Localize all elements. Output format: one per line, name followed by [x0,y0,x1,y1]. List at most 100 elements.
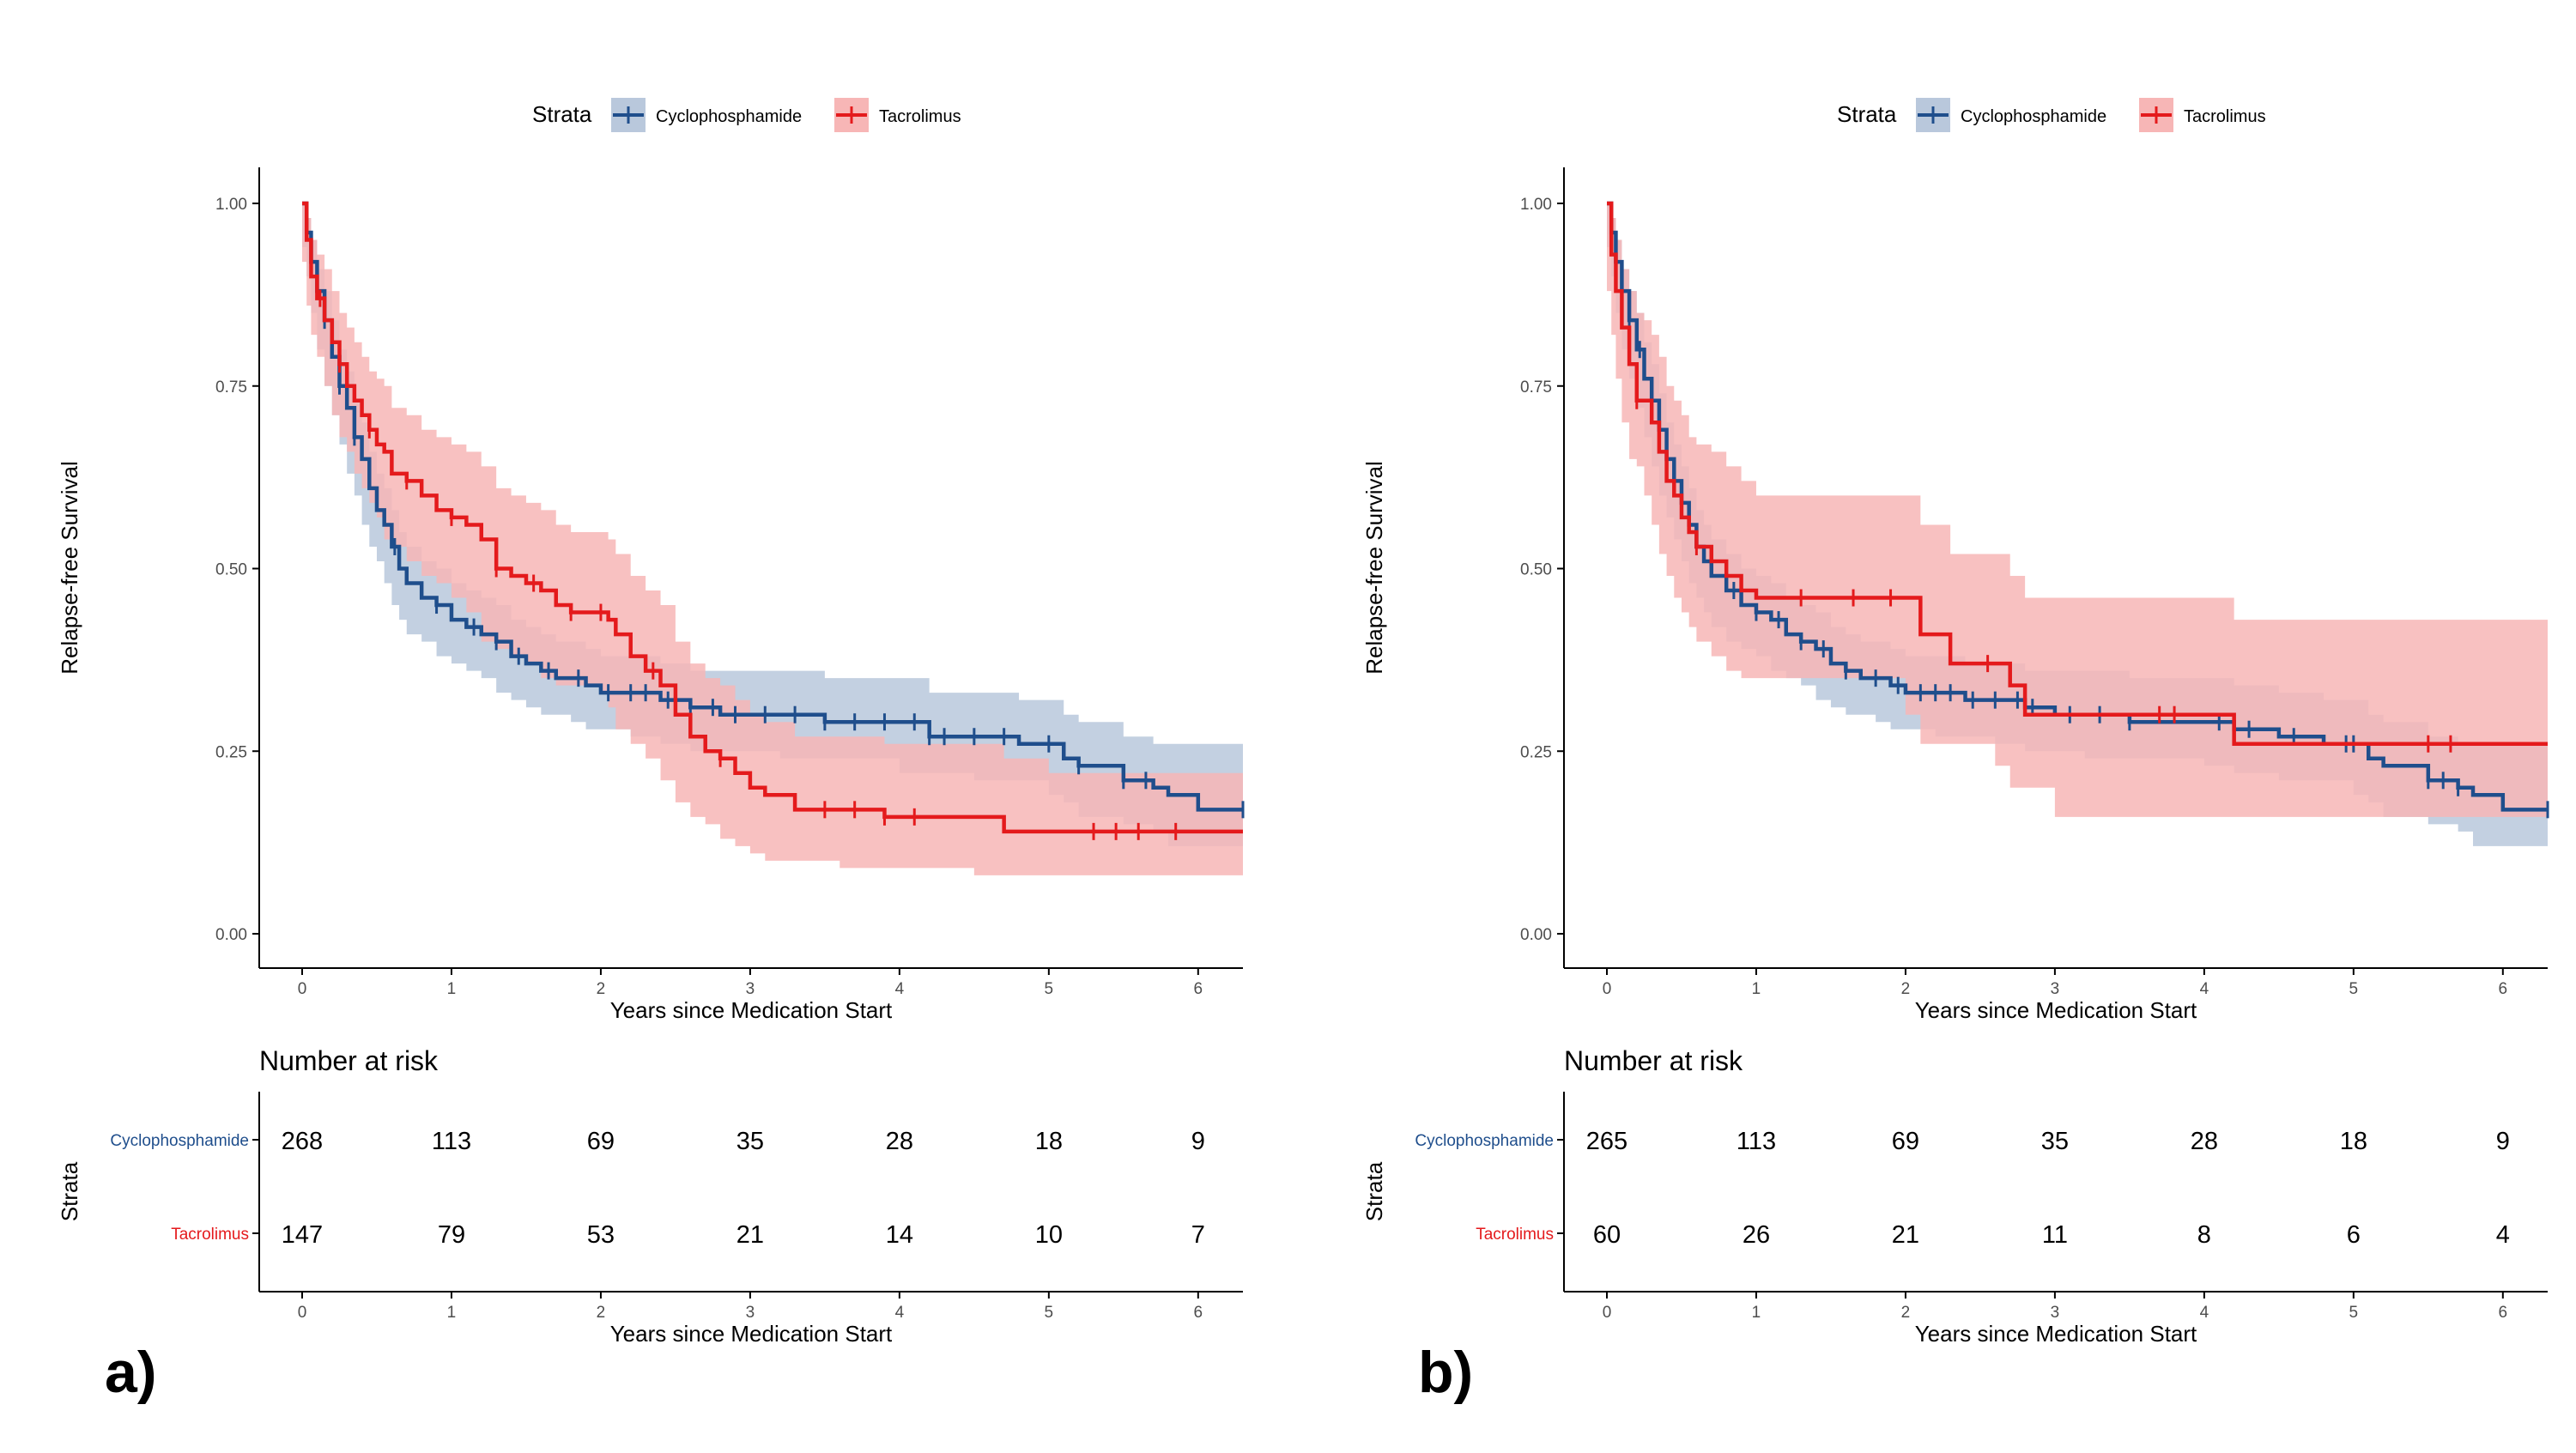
km-panel-b: Strata Cyclophosphamide Tacrolimus 0.00 0.25… [1361,98,2549,1405]
risk-count: 21 [1892,1221,1919,1249]
risk-count: 69 [587,1128,615,1155]
risk-count: 268 [282,1128,323,1155]
ci-band-cyclophosphamide [1607,203,2548,846]
risk-count: 79 [438,1221,465,1249]
ci-band-tacrolimus [1607,203,2548,817]
survival-line-cyclophosphamide [302,201,1243,812]
risk-row-label-cyclophosphamide: Cyclophosphamide [1415,1132,1554,1150]
risk-x-tick-label: 1 [447,1304,457,1322]
legend: Strata Cyclophosphamide Tacrolimus [532,98,961,132]
x-axis-title: Years since Medication Start [1915,997,2197,1023]
risk-count: 14 [886,1221,913,1249]
risk-count: 69 [1892,1128,1919,1155]
y-tick-label: 0.25 [1520,743,1552,761]
x-tick-label: 5 [2349,980,2359,998]
risk-table-title: Number at risk [259,1045,439,1076]
risk-x-tick-label: 6 [1194,1304,1203,1322]
risk-table-title: Number at risk [1564,1045,1743,1076]
risk-count: 113 [432,1128,471,1155]
x-tick-label: 4 [2200,980,2209,998]
x-tick-label: 2 [597,980,606,998]
y-axis-title: Relapse-free Survival [1361,461,1387,675]
legend-entry-1: Tacrolimus [2184,107,2266,126]
risk-x-tick-label: 4 [895,1304,905,1322]
ci-band-tacrolimus [302,203,1243,875]
series-group [302,201,1245,875]
risk-count: 60 [1593,1221,1621,1249]
km-panel-a: Strata Cyclophosphamide Tacrolimus 0.00 0.25… [57,98,1245,1405]
risk-count: 7 [1191,1221,1205,1249]
y-axis-title: Relapse-free Survival [57,461,82,675]
x-tick-label: 6 [1194,980,1203,998]
risk-x-axis-title: Years since Medication Start [1915,1321,2197,1347]
legend-entry-0: Cyclophosphamide [1961,107,2106,126]
x-tick-label: 6 [2499,980,2508,998]
y-tick-label: 1.00 [215,196,247,214]
risk-count: 9 [2496,1128,2510,1155]
risk-count: 4 [2496,1221,2510,1249]
x-tick-label: 4 [895,980,905,998]
legend-title: Strata [532,101,592,127]
axes: 0.00 0.25 0.50 0.75 1.00 0 1 2 3 4 5 6 Years since M… [1361,167,2548,1023]
x-tick-label: 2 [1901,980,1911,998]
legend: Strata Cyclophosphamide Tacrolimus [1837,98,2266,132]
y-tick-label: 0.50 [215,561,247,579]
risk-x-tick-label: 4 [2200,1304,2209,1322]
risk-x-tick-label: 5 [1045,1304,1054,1322]
x-tick-label: 1 [1752,980,1761,998]
x-tick-label: 1 [447,980,457,998]
risk-count: 26 [1743,1221,1770,1249]
risk-count: 265 [1586,1128,1627,1155]
legend-title: Strata [1837,101,1897,127]
x-tick-label: 0 [1603,980,1612,998]
y-tick-label: 0.75 [215,378,247,397]
y-tick-label: 0.25 [215,743,247,761]
panel-label: b) [1418,1340,1473,1405]
risk-x-tick-label: 3 [746,1304,755,1322]
x-axis-title: Years since Medication Start [610,997,893,1023]
risk-row-label-tacrolimus: Tacrolimus [171,1226,249,1244]
x-tick-label: 0 [298,980,307,998]
risk-count: 35 [736,1128,764,1155]
risk-count: 10 [1035,1221,1063,1249]
risk-row-label-cyclophosphamide: Cyclophosphamide [110,1132,249,1150]
risk-x-axis-title: Years since Medication Start [610,1321,893,1347]
x-tick-label: 5 [1045,980,1054,998]
risk-count: 9 [1191,1128,1205,1155]
y-tick-label: 0.50 [1520,561,1552,579]
risk-x-tick-label: 1 [1752,1304,1761,1322]
risk-x-tick-label: 2 [597,1304,606,1322]
risk-count: 53 [587,1221,615,1249]
risk-count: 21 [736,1221,764,1249]
risk-x-tick-label: 3 [2051,1304,2060,1322]
risk-count: 147 [282,1221,323,1249]
risk-row-label-tacrolimus: Tacrolimus [1476,1226,1554,1244]
axes: 0.00 0.25 0.50 0.75 1.00 0 1 2 3 4 5 6 Years since M… [57,167,1243,1023]
y-tick-label: 0.00 [1520,926,1552,944]
risk-y-axis-title: Strata [1361,1161,1387,1221]
risk-count: 113 [1737,1128,1776,1155]
survival-line-cyclophosphamide [1607,201,2548,812]
risk-count: 35 [2041,1128,2069,1155]
y-tick-label: 0.00 [215,926,247,944]
risk-x-tick-label: 0 [1603,1304,1612,1322]
risk-x-tick-label: 5 [2349,1304,2359,1322]
ci-band-cyclophosphamide [302,203,1243,846]
risk-count: 8 [2197,1221,2211,1249]
x-tick-label: 3 [746,980,755,998]
x-tick-label: 3 [2051,980,2060,998]
risk-count: 18 [2340,1128,2367,1155]
series-group [1607,201,2549,846]
risk-x-tick-label: 2 [1901,1304,1911,1322]
risk-count: 11 [2042,1221,2068,1249]
risk-count: 18 [1035,1128,1063,1155]
risk-count: 6 [2347,1221,2361,1249]
risk-x-tick-label: 0 [298,1304,307,1322]
legend-entry-1: Tacrolimus [879,107,961,126]
y-tick-label: 0.75 [1520,378,1552,397]
panel-label: a) [105,1340,156,1405]
